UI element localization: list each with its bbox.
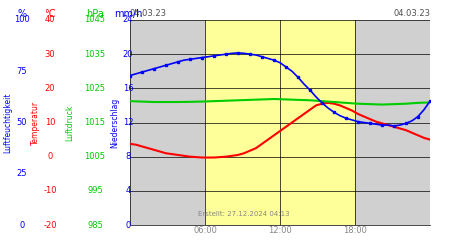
Text: Luftfeuchtigkeit: Luftfeuchtigkeit: [4, 92, 13, 153]
Text: 0: 0: [47, 152, 53, 161]
Text: Erstellt: 27.12.2024 04:13: Erstellt: 27.12.2024 04:13: [198, 211, 290, 217]
Text: 1025: 1025: [85, 84, 105, 93]
Text: 1045: 1045: [85, 16, 105, 24]
Text: 1005: 1005: [85, 152, 105, 161]
Text: %: %: [18, 9, 27, 19]
Text: 04.03.23: 04.03.23: [130, 9, 167, 18]
Text: 985: 985: [87, 220, 103, 230]
Text: -10: -10: [43, 186, 57, 195]
Text: 8: 8: [125, 152, 130, 161]
Text: 04.03.23: 04.03.23: [393, 9, 430, 18]
Text: Luftdruck: Luftdruck: [66, 104, 75, 141]
Bar: [355, 20, 430, 225]
Text: 0: 0: [126, 220, 130, 230]
Text: 10: 10: [45, 118, 55, 127]
Text: Niederschlag: Niederschlag: [111, 97, 120, 148]
Text: -20: -20: [43, 220, 57, 230]
Text: 1015: 1015: [85, 118, 105, 127]
Text: 4: 4: [126, 186, 130, 195]
Text: 20: 20: [45, 84, 55, 93]
Text: 30: 30: [45, 50, 55, 59]
Text: 20: 20: [123, 50, 133, 59]
Text: 40: 40: [45, 16, 55, 24]
Text: 75: 75: [17, 67, 27, 76]
Text: 16: 16: [123, 84, 133, 93]
Text: hPa: hPa: [86, 9, 104, 19]
Text: 12: 12: [123, 118, 133, 127]
Bar: [205, 20, 355, 225]
Text: 25: 25: [17, 169, 27, 178]
Text: 0: 0: [19, 220, 25, 230]
Text: 995: 995: [87, 186, 103, 195]
Text: °C: °C: [44, 9, 56, 19]
Text: 1035: 1035: [85, 50, 106, 59]
Text: Temperatur: Temperatur: [31, 100, 40, 144]
Bar: [130, 20, 205, 225]
Text: 50: 50: [17, 118, 27, 127]
Text: 24: 24: [123, 16, 133, 24]
Text: 100: 100: [14, 16, 30, 24]
Text: mm/h: mm/h: [114, 9, 142, 19]
